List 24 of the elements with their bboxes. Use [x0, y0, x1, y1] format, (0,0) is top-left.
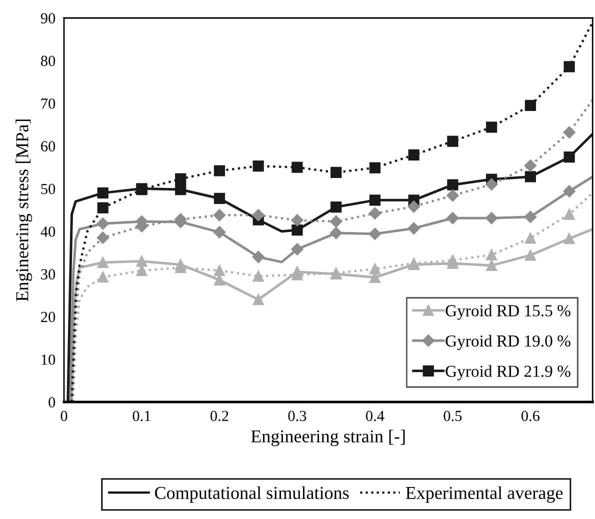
text: Experimental average — [406, 486, 563, 503]
x-axis-title: Engineering strain [-] — [251, 430, 405, 446]
text: Computational simulations — [155, 486, 349, 503]
x-tick-label: 0 — [60, 410, 68, 422]
y-tick-label: 60 — [41, 141, 56, 152]
x-tick-label: 0.5 — [444, 410, 462, 422]
x-tick-label: 0.1 — [132, 410, 150, 422]
legend-label: Gyroid RD 21.9 % — [446, 365, 570, 380]
legend-label: Gyroid RD 19.0 % — [446, 334, 570, 350]
y-tick-label: 0 — [48, 397, 56, 408]
y-tick-label: 10 — [42, 354, 56, 365]
y-tick-label: 40 — [40, 226, 56, 237]
y-tick-label: 70 — [41, 98, 56, 109]
x-tick-label: 0.2 — [210, 410, 228, 422]
y-tick-label: 30 — [41, 269, 56, 280]
y-axis-title: Engineering stress [MPa] — [16, 120, 32, 302]
x-tick-label: 0.6 — [521, 410, 540, 422]
x-tick-label: 0.4 — [366, 410, 384, 422]
y-tick-label: 50 — [41, 184, 56, 194]
x-tick-label: 0.3 — [288, 410, 306, 422]
legend-label: Gyroid RD 15.5 % — [446, 304, 570, 320]
y-tick-label: 80 — [40, 56, 56, 66]
y-tick-label: 90 — [40, 13, 56, 24]
y-tick-label: 20 — [41, 312, 56, 322]
